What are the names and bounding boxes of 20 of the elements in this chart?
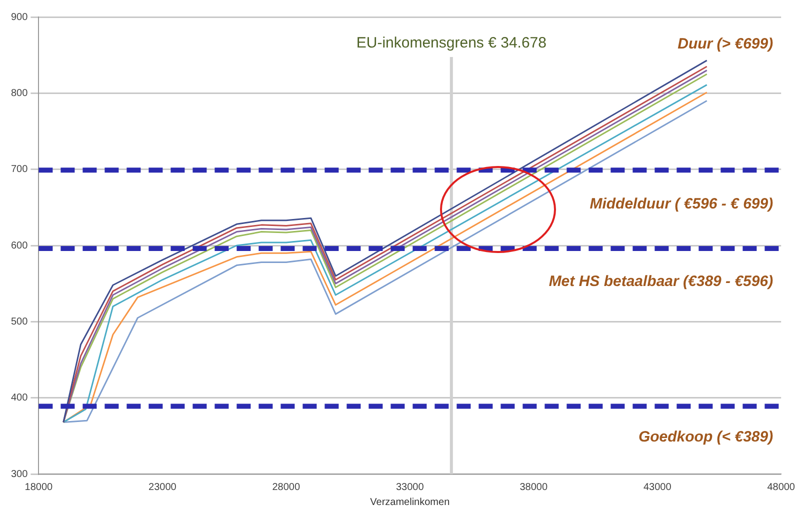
y-tick-label: 500 [10,316,28,328]
y-tick-label: 600 [10,240,28,252]
annotation: Middelduur ( €596 - € 699) [590,196,774,213]
y-tick-label: 800 [10,88,28,99]
x-tick-label: 43000 [643,482,672,493]
x-tick-label: 18000 [24,482,54,493]
x-axis-title: Verzamelinkomen [370,496,450,508]
y-tick-label: 700 [10,164,28,176]
y-tick-label: 900 [10,12,28,23]
ref-line-label: EU-inkomensgrens € 34.678 [356,34,546,52]
x-tick-label: 38000 [520,482,548,493]
x-tick-label: 28000 [272,482,300,493]
x-tick-label: 33000 [396,482,424,493]
annotation: Duur (> €699) [678,36,774,53]
annotation: Met HS betaalbaar (€389 - €596) [548,273,774,290]
y-tick-label: 400 [10,392,28,404]
x-tick-label: 48000 [767,482,796,493]
x-tick-label: 23000 [148,482,177,493]
y-tick-label: 300 [10,468,28,480]
annotation: Goedkoop (< €389) [638,428,774,446]
